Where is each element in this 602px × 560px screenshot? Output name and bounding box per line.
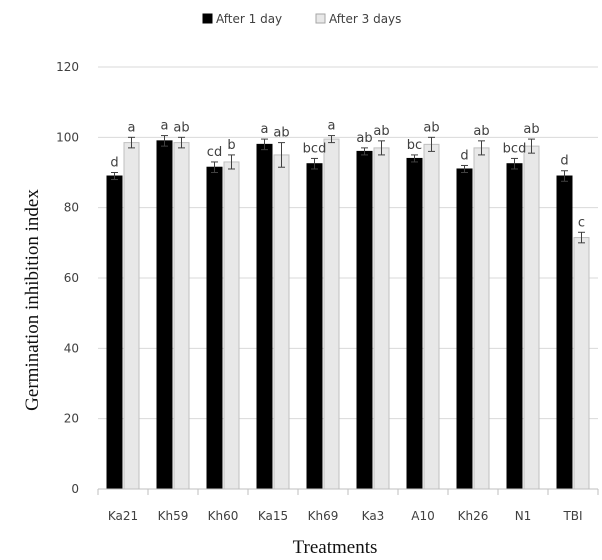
error-bar (228, 154, 235, 170)
significance-label: d (560, 154, 568, 169)
significance-label: ab (423, 120, 439, 135)
legend-label: After 1 day (216, 12, 282, 26)
error-bar (261, 138, 268, 151)
y-tick-label: 60 (64, 271, 79, 285)
x-tick-label: Ka15 (258, 509, 288, 523)
x-tick-label: N1 (515, 509, 532, 523)
bar (506, 163, 523, 490)
legend-entry: After 1 day (202, 12, 282, 26)
significance-label: d (460, 148, 468, 163)
axis-layer: 0 20 40 60 80 100 120 Ka21 Kh59 Kh60 Ka15 Kh69 Ka3 A1… (56, 60, 599, 523)
significance-label: c (578, 215, 585, 230)
y-tick-label: 100 (56, 130, 79, 144)
significance-label: ab (356, 131, 372, 146)
bar (473, 147, 490, 490)
bar (523, 145, 540, 490)
significance-label: bcd (303, 141, 327, 156)
error-bar (161, 135, 168, 147)
x-tick-label: Kh69 (308, 509, 339, 523)
significance-label: cd (207, 145, 222, 160)
bar-layer (106, 135, 590, 490)
y-tick-label: 40 (64, 341, 79, 355)
significance-label: a (128, 120, 136, 135)
error-bar (378, 140, 385, 156)
bar (156, 140, 173, 490)
error-bar (578, 231, 585, 244)
bar (173, 142, 190, 490)
x-tick-label: Ka3 (362, 509, 385, 523)
significance-label: a (261, 122, 269, 137)
error-bar (561, 170, 568, 182)
x-tick-label: TBI (562, 509, 582, 523)
x-axis-title: Treatments (293, 537, 378, 558)
significance-label: a (161, 119, 169, 134)
error-bar (528, 138, 535, 154)
significance-label: ab (523, 122, 539, 137)
significance-label: b (227, 138, 235, 153)
significance-label: a (328, 119, 336, 134)
legend-label: After 3 days (329, 12, 401, 26)
error-bar (128, 136, 135, 149)
error-bar (278, 142, 285, 168)
y-tick-label: 80 (64, 201, 79, 215)
bar (406, 157, 423, 490)
bar (423, 143, 440, 490)
error-bar (311, 157, 318, 170)
error-bar (428, 136, 435, 152)
error-bar (511, 157, 518, 170)
legend-entry: After 3 days (315, 12, 401, 26)
error-bar (478, 140, 485, 156)
bar (106, 175, 123, 490)
y-tick-label: 120 (56, 60, 79, 74)
significance-label: ab (173, 120, 189, 135)
error-bar (111, 172, 118, 181)
significance-label: bc (407, 138, 422, 153)
x-tick-label: Ka21 (108, 509, 138, 523)
x-tick-label: Kh60 (208, 509, 239, 523)
legend-swatch (315, 13, 326, 24)
bar (373, 147, 390, 490)
legend-swatch (202, 13, 213, 24)
bar (306, 163, 323, 490)
significance-label: ab (473, 124, 489, 139)
significance-label: bcd (503, 141, 527, 156)
error-bar (178, 136, 185, 149)
significance-label: ab (273, 126, 289, 141)
y-axis-title: Germination inhibition index (22, 189, 43, 411)
bar (356, 150, 373, 490)
bar (556, 175, 573, 490)
bar (573, 237, 590, 490)
y-tick-label: 20 (64, 412, 79, 426)
error-bar (411, 154, 418, 163)
x-tick-label: A10 (411, 509, 434, 523)
error-bar (211, 161, 218, 173)
x-tick-label: Kh26 (458, 509, 489, 523)
x-tick-label: Kh59 (158, 509, 189, 523)
legend: After 1 day After 3 days (202, 12, 401, 26)
bar (223, 161, 240, 490)
y-tick-label: 0 (71, 482, 79, 496)
bar (123, 142, 140, 490)
bar (323, 138, 340, 490)
error-bar (328, 135, 335, 144)
error-bar (461, 164, 468, 173)
bar (206, 166, 223, 490)
bar (256, 143, 273, 490)
significance-label: d (110, 156, 118, 171)
bar (456, 168, 473, 490)
significance-label: ab (373, 124, 389, 139)
bar (273, 154, 290, 490)
error-bar (361, 147, 368, 156)
